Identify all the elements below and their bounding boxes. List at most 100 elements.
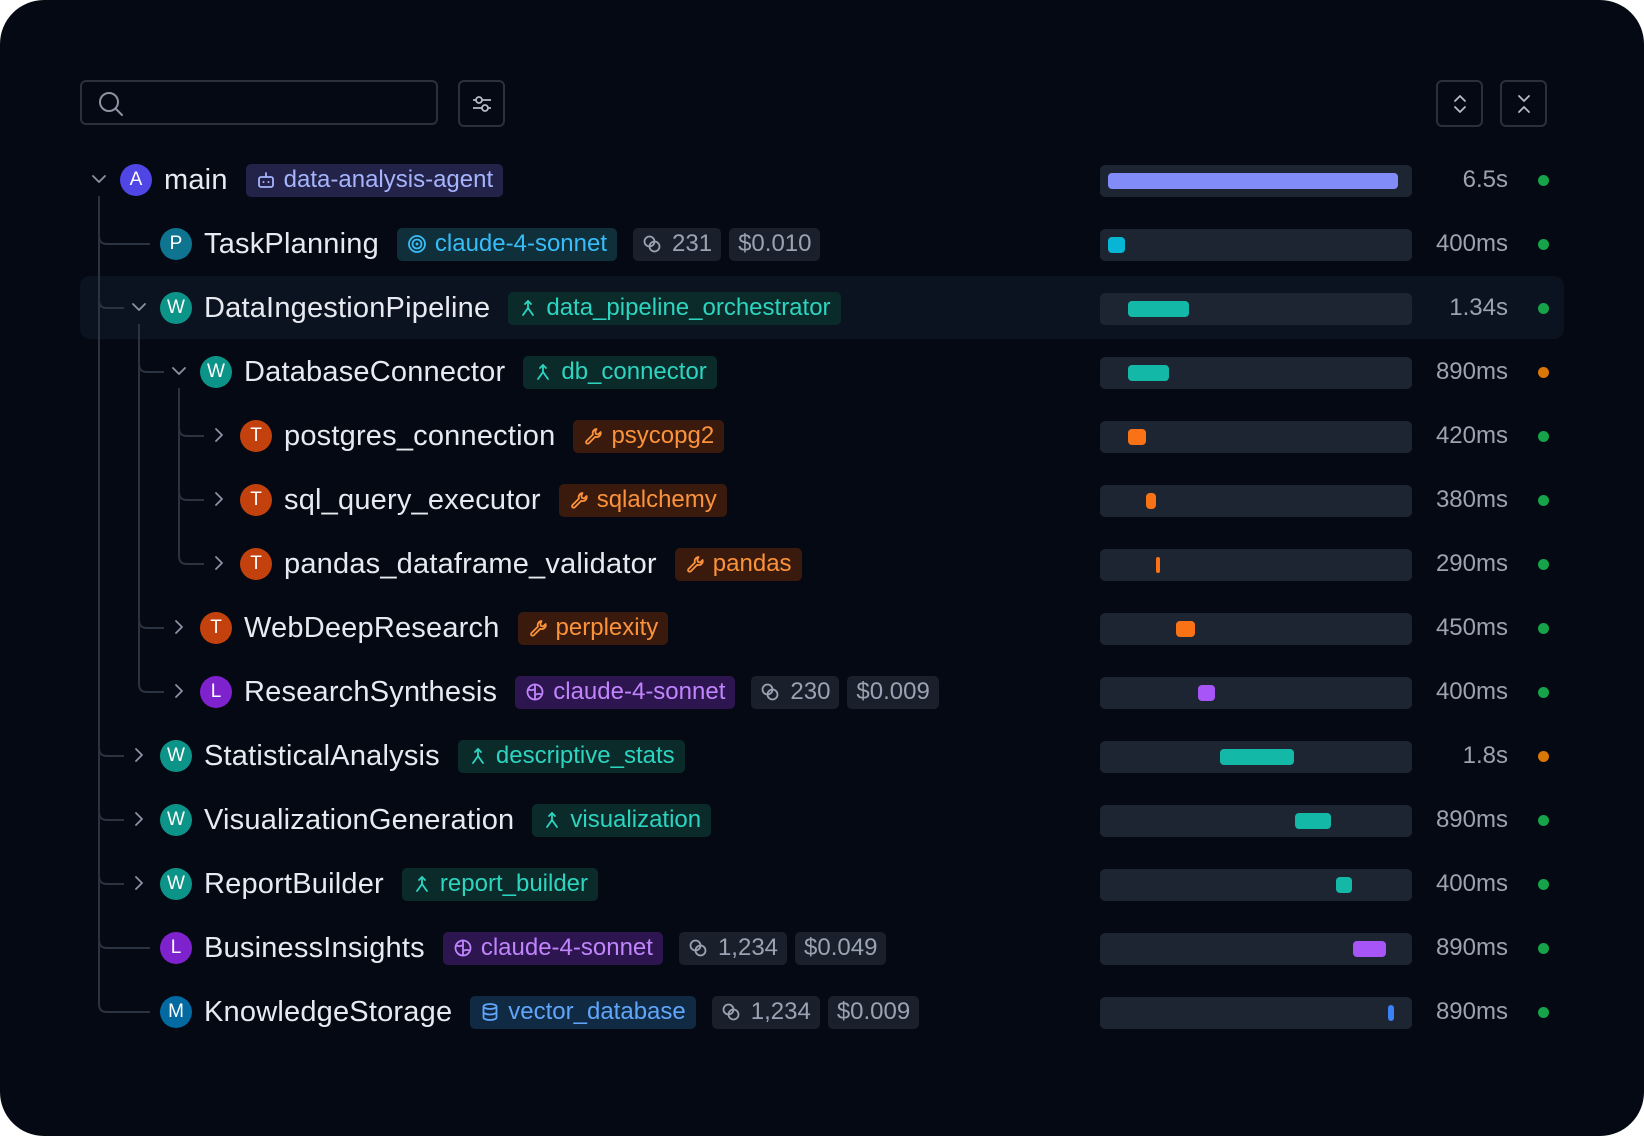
tree-branch bbox=[138, 668, 164, 693]
span-name[interactable]: WebDeepResearch bbox=[244, 611, 500, 644]
cost-value: $0.009 bbox=[836, 998, 911, 1025]
span-name[interactable]: sql_query_executor bbox=[284, 483, 541, 516]
workflow-icon bbox=[471, 748, 484, 764]
trace-row[interactable]: W DatabaseConnector db_connector 890ms bbox=[0, 340, 1644, 404]
span-duration: 450ms bbox=[1435, 614, 1508, 641]
timeline-track bbox=[1100, 357, 1412, 389]
span-info: DataIngestionPipeline data_pipeline_orche… bbox=[204, 276, 841, 340]
span-tag-label: descriptive_stats bbox=[495, 742, 675, 769]
timeline-bar bbox=[1387, 1005, 1394, 1021]
chevron-down-icon[interactable] bbox=[168, 360, 190, 382]
span-name[interactable]: TaskPlanning bbox=[204, 227, 379, 260]
row-toggle[interactable] bbox=[208, 488, 230, 510]
trace-row[interactable]: T WebDeepResearch perplexity 450ms bbox=[0, 596, 1644, 660]
chevron-right-icon[interactable] bbox=[208, 424, 230, 446]
timeline-bar bbox=[1295, 813, 1332, 829]
status-dot bbox=[1538, 687, 1549, 698]
span-name[interactable]: DatabaseConnector bbox=[244, 355, 506, 388]
row-toggle[interactable] bbox=[168, 616, 190, 638]
span-name[interactable]: DataIngestionPipeline bbox=[204, 291, 491, 324]
trace-row[interactable]: M KnowledgeStorage vector_database 1,234 $0.… bbox=[0, 980, 1644, 1044]
span-tag: psycopg2 bbox=[573, 419, 725, 453]
timeline-bar bbox=[1353, 941, 1387, 957]
chevron-right-icon[interactable] bbox=[208, 488, 230, 510]
trace-row[interactable]: L BusinessInsights claude-4-sonnet 1,234 $0.… bbox=[0, 916, 1644, 980]
tree-branch bbox=[98, 988, 150, 1013]
span-duration: 1.8s bbox=[1462, 742, 1508, 769]
workflow-icon bbox=[416, 876, 428, 892]
trace-row[interactable]: P TaskPlanning claude-4-sonnet 231 $0.010 400… bbox=[0, 212, 1644, 276]
span-name[interactable]: BusinessInsights bbox=[204, 931, 425, 964]
status-dot bbox=[1538, 303, 1549, 314]
timeline-bar bbox=[1128, 429, 1146, 445]
span-info: pandas_dataframe_validator pandas bbox=[284, 532, 802, 596]
trace-row[interactable]: W DataIngestionPipeline data_pipeline_orch… bbox=[0, 276, 1644, 340]
span-tag-label: report_builder bbox=[439, 870, 589, 897]
row-toggle[interactable] bbox=[128, 808, 150, 830]
timeline-track bbox=[1100, 677, 1412, 709]
span-tag-label: perplexity bbox=[555, 614, 659, 641]
wrench-icon bbox=[570, 492, 588, 509]
timeline-track bbox=[1100, 933, 1412, 965]
span-tag-label: psycopg2 bbox=[611, 422, 715, 449]
expand-all-button[interactable] bbox=[1436, 80, 1483, 127]
chevron-right-icon[interactable] bbox=[208, 552, 230, 574]
row-toggle[interactable] bbox=[88, 168, 110, 190]
timeline-track bbox=[1100, 485, 1412, 517]
trace-row[interactable]: W StatisticalAnalysis descriptive_stats 1.8… bbox=[0, 724, 1644, 788]
trace-row[interactable]: W VisualizationGeneration visualization 890… bbox=[0, 788, 1644, 852]
span-avatar: M bbox=[160, 996, 192, 1028]
row-toggle[interactable] bbox=[128, 744, 150, 766]
chevron-right-icon[interactable] bbox=[168, 616, 190, 638]
timeline-bar bbox=[1108, 237, 1126, 253]
span-name[interactable]: postgres_connection bbox=[284, 419, 556, 452]
status-dot bbox=[1538, 623, 1549, 634]
chevron-down-icon[interactable] bbox=[128, 296, 150, 318]
row-toggle[interactable] bbox=[128, 872, 150, 894]
chevron-down-icon[interactable] bbox=[88, 168, 110, 190]
span-name[interactable]: VisualizationGeneration bbox=[204, 803, 515, 836]
span-info: main data-analysis-agent bbox=[164, 148, 504, 212]
span-avatar: W bbox=[160, 292, 192, 324]
span-name[interactable]: main bbox=[164, 163, 228, 196]
filter-button[interactable] bbox=[458, 80, 505, 127]
token-count-value: 231 bbox=[672, 230, 713, 257]
search-box[interactable] bbox=[80, 80, 438, 125]
span-name[interactable]: StatisticalAnalysis bbox=[204, 739, 440, 772]
workflow-icon bbox=[546, 812, 559, 828]
span-tag: claude-4-sonnet bbox=[442, 931, 663, 965]
timeline-bar bbox=[1197, 685, 1216, 701]
span-avatar: T bbox=[240, 548, 272, 580]
search-input[interactable] bbox=[134, 88, 428, 120]
coins-icon bbox=[761, 683, 779, 701]
span-name[interactable]: KnowledgeStorage bbox=[204, 995, 453, 1028]
chevron-right-icon[interactable] bbox=[128, 808, 150, 830]
row-toggle[interactable] bbox=[128, 296, 150, 318]
trace-row[interactable]: L ResearchSynthesis claude-4-sonnet 230 $0.0… bbox=[0, 660, 1644, 724]
timeline-track bbox=[1100, 613, 1412, 645]
timeline-bar bbox=[1128, 301, 1190, 317]
span-name[interactable]: ReportBuilder bbox=[204, 867, 384, 900]
row-toggle[interactable] bbox=[208, 552, 230, 574]
row-toggle[interactable] bbox=[208, 424, 230, 446]
chevron-right-icon[interactable] bbox=[128, 872, 150, 894]
span-name[interactable]: ResearchSynthesis bbox=[244, 675, 498, 708]
timeline-track bbox=[1100, 869, 1412, 901]
trace-row[interactable]: W ReportBuilder report_builder 400ms bbox=[0, 852, 1644, 916]
row-toggle[interactable] bbox=[168, 680, 190, 702]
chevron-right-icon[interactable] bbox=[168, 680, 190, 702]
row-toggle[interactable] bbox=[168, 360, 190, 382]
timeline-track bbox=[1100, 165, 1412, 197]
span-name[interactable]: pandas_dataframe_validator bbox=[284, 547, 657, 580]
span-duration: 400ms bbox=[1435, 678, 1508, 705]
collapse-all-button[interactable] bbox=[1500, 80, 1547, 127]
chevron-right-icon[interactable] bbox=[128, 744, 150, 766]
token-count: 1,234 bbox=[678, 931, 788, 965]
span-info: KnowledgeStorage vector_database 1,234 $0.0… bbox=[204, 980, 920, 1044]
token-count: 230 bbox=[751, 675, 840, 709]
